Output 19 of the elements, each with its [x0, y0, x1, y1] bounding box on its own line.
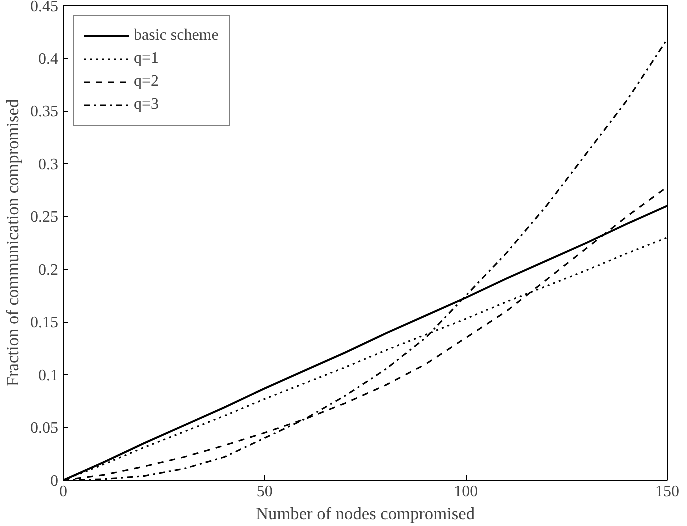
y-tick-label: 0.1 [38, 367, 58, 384]
x-tick-label: 100 [454, 484, 478, 500]
legend-label: q=2 [134, 73, 160, 91]
y-tick-label: 0 [50, 473, 58, 490]
y-tick-label: 0.15 [30, 314, 58, 332]
x-axis-title: Number of nodes compromised [256, 504, 476, 524]
legend-label: basic scheme [134, 27, 219, 45]
y-tick-label: 0.45 [30, 0, 58, 16]
y-tick-label: 0.2 [38, 262, 58, 279]
legend-label: q=3 [134, 96, 160, 114]
x-tick-label: 50 [256, 484, 273, 500]
y-tick-label: 0.25 [30, 209, 58, 226]
y-tick-label: 0.35 [30, 104, 58, 121]
y-axis-title: Fraction of communication compromised [4, 99, 22, 387]
legend-label: q=1 [134, 50, 160, 68]
y-tick-label: 0.3 [38, 156, 58, 174]
y-tick-label: 0.4 [38, 50, 58, 68]
x-tick-label: 150 [656, 484, 680, 500]
y-tick-label: 0.05 [30, 420, 58, 438]
